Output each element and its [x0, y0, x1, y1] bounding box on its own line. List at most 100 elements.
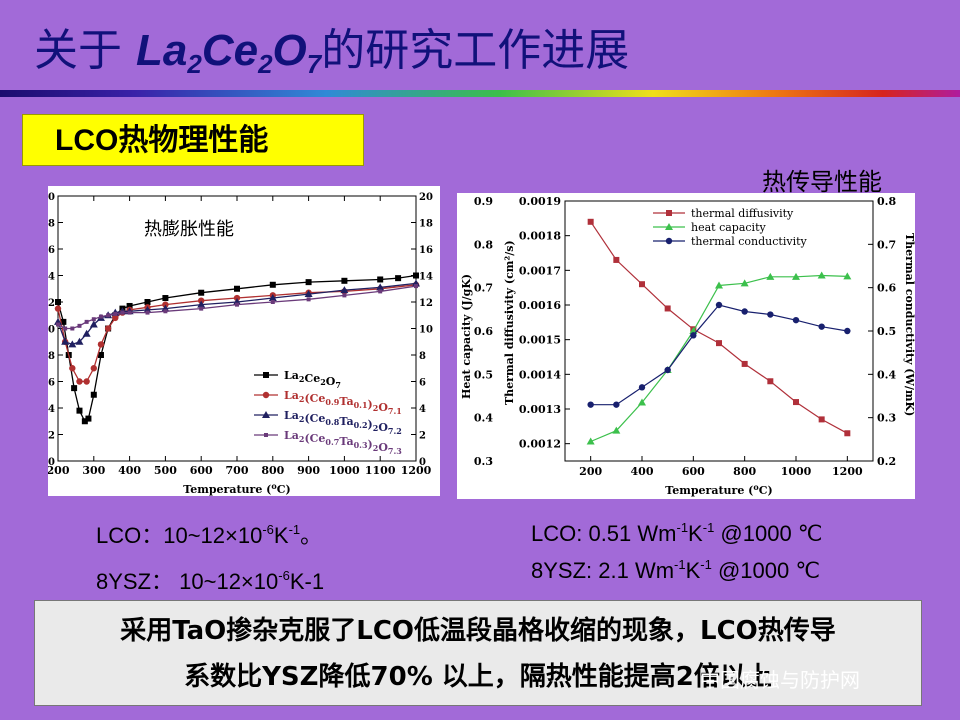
thermal-conductivity-point — [587, 401, 594, 408]
thermal-diffusivity-point — [767, 378, 774, 385]
series-1-point — [269, 281, 276, 288]
legend-label-3: La2(Ce0.8Ta0.2)2O7.2 — [284, 409, 402, 436]
series-1-point — [198, 289, 205, 296]
thermal-conductivity-tick-label: 0.6 — [877, 282, 896, 295]
thermal-diffusivity-axis-label: Thermal diffusivity (cm²/s) — [503, 240, 516, 405]
y-tick-label: 12 — [48, 298, 55, 309]
series-4-point — [270, 300, 275, 304]
thermal-conductivity-point — [767, 311, 774, 318]
x-tick-label: 1200 — [401, 464, 432, 477]
heat-capacity-tick-label: 0.5 — [474, 368, 493, 381]
thermal-conductivity-tick-label: 0.8 — [877, 195, 896, 208]
series-line-thermal-conductivity — [590, 304, 848, 406]
x-tick-label: 300 — [82, 464, 105, 477]
x-tick-label: 400 — [118, 464, 141, 477]
legend-marker-2 — [262, 391, 270, 399]
thermal-diffusivity-point — [741, 360, 748, 367]
series-3-point — [89, 320, 98, 328]
thermal-conductivity-point — [741, 308, 748, 315]
right-chart-label: 热传导性能 — [762, 168, 882, 196]
y-tick-label-right: 16 — [419, 245, 433, 256]
series-3-point — [75, 337, 84, 345]
conductivity-chart: 200 400 600 800 1000 1200 0.3 0.4 0.5 0.6 0.7 0.8 0… — [460, 195, 915, 497]
legend-marker-1 — [263, 372, 269, 378]
y-tick-label: 4 — [48, 404, 55, 415]
thermal-conductivity-tick-label: 0.5 — [877, 325, 896, 338]
heat-capacity-point — [638, 398, 646, 406]
series-1-point — [60, 318, 67, 325]
thermal-conductivity-point — [844, 327, 851, 335]
heat-capacity-tick-label: 0.3 — [474, 455, 493, 468]
thermal-conductivity-tick-label: 0.2 — [877, 455, 896, 468]
conductivity-chart-panel: 200 400 600 800 1000 1200 0.3 0.4 0.5 0.6 0.7 0.8 0… — [457, 193, 915, 499]
thermal-conductivity-point — [638, 384, 646, 391]
thermal-diffusivity-point — [613, 256, 620, 263]
y-tick-label-right: 0 — [419, 457, 426, 468]
thermal-diffusivity-tick-label: 0.0015 — [519, 334, 561, 347]
heat-capacity-point — [586, 437, 595, 445]
thermal-diffusivity-point — [818, 416, 825, 423]
x-tick-label: 400 — [631, 465, 654, 478]
heat-capacity-point — [612, 426, 621, 434]
legend-label-1: La2Ce2O7 — [284, 369, 341, 390]
y-tick-label-right: 8 — [419, 351, 426, 362]
series-4-point — [98, 314, 103, 319]
x-tick-label: 1100 — [365, 464, 396, 477]
series-3-point — [376, 283, 385, 291]
y-tick-label: 18 — [48, 219, 55, 230]
thermal-diffusivity-point — [587, 218, 594, 225]
lco-tec-value: LCO：10~12×10-6K-1。 — [96, 522, 323, 548]
series-3-point — [61, 337, 70, 345]
thermal-conductivity-point — [818, 323, 825, 330]
legend-marker-4 — [264, 433, 268, 437]
series-2-point — [76, 378, 83, 385]
legend-label-4: La2(Ce0.7Ta0.3)2O7.3 — [284, 429, 402, 456]
series-4-point — [120, 310, 125, 315]
series-1-point — [305, 279, 312, 286]
series-line-3 — [57, 282, 417, 346]
series-4-point — [106, 313, 111, 318]
heat-capacity-point — [715, 281, 723, 289]
thermal-conductivity-tick-label: 0.4 — [877, 368, 896, 381]
legend-label-3: thermal conductivity — [691, 235, 808, 248]
series-4-point — [378, 289, 383, 294]
series-1-point — [377, 276, 384, 283]
series-4-point — [84, 319, 89, 324]
y-tick-label-right: 20 — [419, 192, 433, 203]
series-1-point — [85, 415, 92, 422]
conclusion-line-1: 采用TaO掺杂克服了LCO低温段晶格收缩的现象，LCO热传导 — [120, 616, 836, 646]
thermal-diffusivity-tick-label: 0.0019 — [519, 195, 561, 208]
x-axis-label: Temperature (oC) — [665, 482, 772, 497]
legend-label-2: La2(Ce0.9Ta0.1)2O7.1 — [284, 389, 402, 416]
heat-capacity-tick-label: 0.4 — [474, 412, 493, 425]
series-line-thermal-diffusivity — [590, 221, 848, 434]
y-tick-label: 6 — [48, 378, 55, 389]
thermal-diffusivity-point — [793, 399, 799, 406]
series-1-point — [413, 272, 419, 279]
tec-chart-panel: 200 300 400 500 600 700 800 900 1000 1100 1200 0 0 2… — [48, 186, 440, 496]
heat-capacity-tick-label: 0.6 — [474, 325, 493, 338]
thermal-conductivity-point — [690, 332, 697, 339]
series-1-point — [162, 295, 169, 302]
thermal-diffusivity-tick-label: 0.0017 — [519, 264, 561, 277]
chart-title: 热膨胀性能 — [144, 219, 234, 240]
series-3-point — [68, 340, 77, 348]
series-3-point — [197, 300, 206, 308]
watermark-text: 中国腐蚀与防护网 — [700, 668, 860, 692]
ysz-conductivity-value: 8YSZ: 2.1 Wm-1K-1 @1000 ℃ — [531, 557, 821, 583]
heat-capacity-tick-label: 0.8 — [474, 238, 493, 251]
lco-conductivity-value: LCO: 0.51 Wm-1K-1 @1000 ℃ — [531, 520, 823, 546]
series-3-point — [340, 286, 349, 294]
conclusion-line-2: 系数比YSZ降低70% 以上，隔热性能提高2倍以上 — [184, 662, 772, 692]
series-4-point — [77, 323, 82, 328]
series-1-point — [144, 299, 151, 305]
heat-capacity-point — [766, 272, 775, 280]
series-2-point — [112, 314, 119, 322]
y-tick-label-right: 2 — [419, 431, 426, 442]
thermal-diffusivity-point — [639, 281, 645, 288]
x-tick-label: 200 — [48, 464, 70, 477]
series-2-point — [90, 365, 97, 372]
legend-marker-3 — [262, 411, 270, 418]
heat-capacity-axis-label: Heat capacity (J/gK) — [460, 274, 473, 399]
series-4-point — [306, 297, 311, 302]
